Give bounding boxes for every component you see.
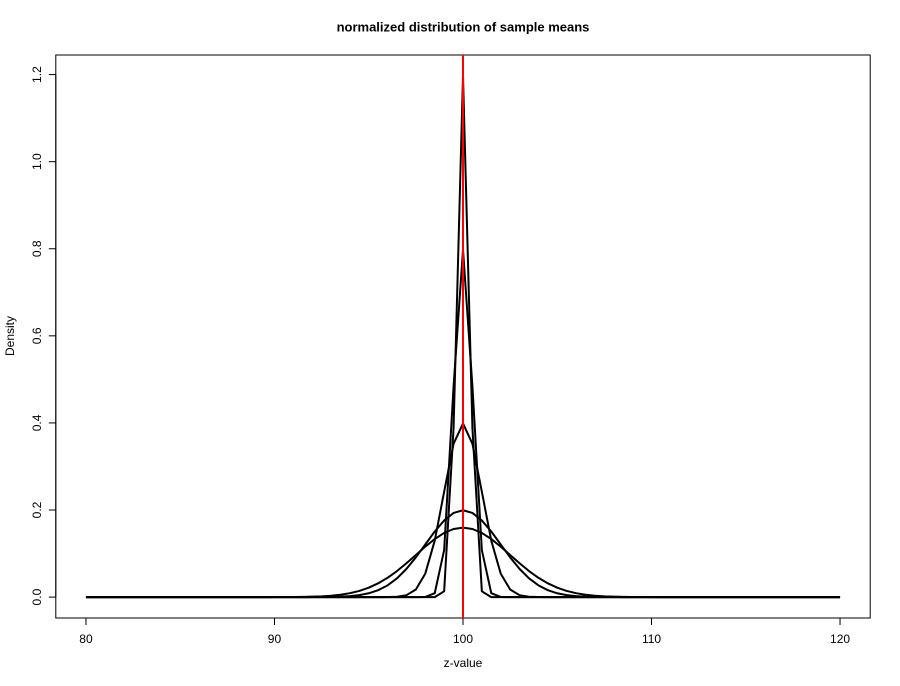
y-tick-label: 0.2 — [30, 501, 44, 518]
y-axis-label: Density — [3, 316, 17, 356]
y-tick-label: 0.0 — [30, 588, 44, 605]
x-tick-label: 90 — [268, 632, 282, 646]
y-tick-label: 0.8 — [30, 240, 44, 257]
x-tick-label: 80 — [79, 632, 93, 646]
chart-title: normalized distribution of sample means — [337, 19, 590, 34]
y-tick-label: 0.6 — [30, 327, 44, 344]
x-tick-label: 120 — [830, 632, 850, 646]
y-tick-label: 1.0 — [30, 153, 44, 170]
y-tick-label: 1.2 — [30, 66, 44, 83]
x-axis-label: z-value — [444, 656, 483, 670]
x-tick-label: 100 — [453, 632, 473, 646]
y-tick-label: 0.4 — [30, 414, 44, 431]
x-tick-label: 110 — [642, 632, 661, 646]
